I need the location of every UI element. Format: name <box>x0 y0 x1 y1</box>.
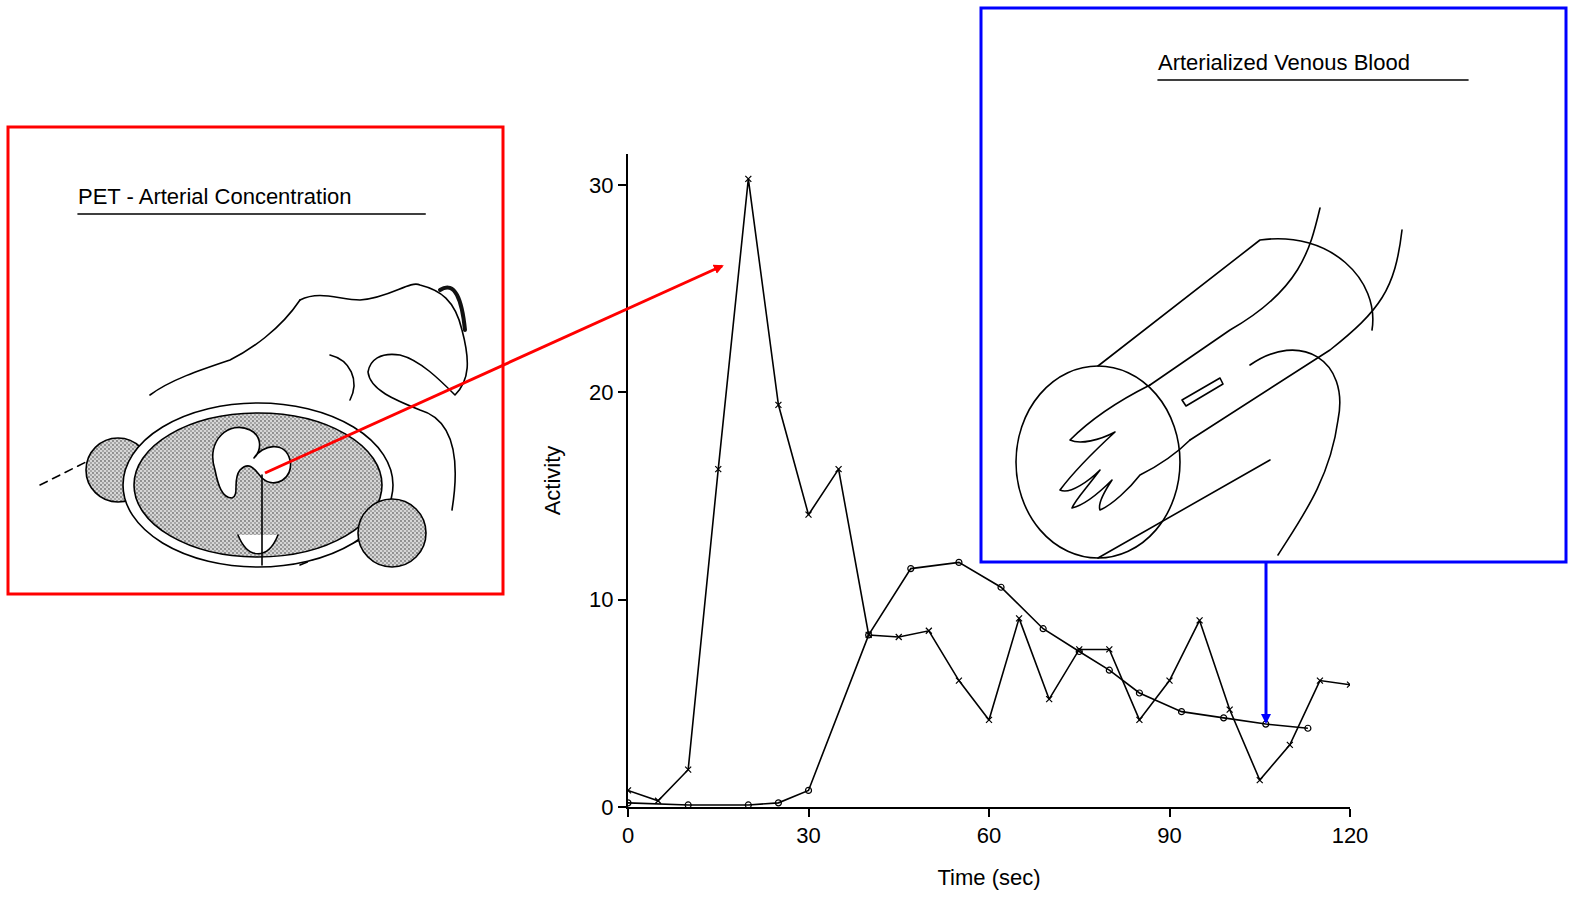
svg-text:20: 20 <box>589 380 613 405</box>
svg-text:0: 0 <box>622 823 634 848</box>
svg-text:Activity: Activity <box>540 446 565 516</box>
svg-text:120: 120 <box>1332 823 1369 848</box>
svg-text:60: 60 <box>977 823 1001 848</box>
svg-text:10: 10 <box>589 587 613 612</box>
svg-text:90: 90 <box>1157 823 1181 848</box>
svg-text:PET - Arterial Concentration: PET - Arterial Concentration <box>78 184 352 209</box>
svg-text:30: 30 <box>796 823 820 848</box>
svg-text:Arterialized Venous Blood: Arterialized Venous Blood <box>1158 50 1410 75</box>
svg-text:30: 30 <box>589 173 613 198</box>
svg-text:0: 0 <box>601 795 613 820</box>
svg-text:Time (sec): Time (sec) <box>937 865 1040 890</box>
